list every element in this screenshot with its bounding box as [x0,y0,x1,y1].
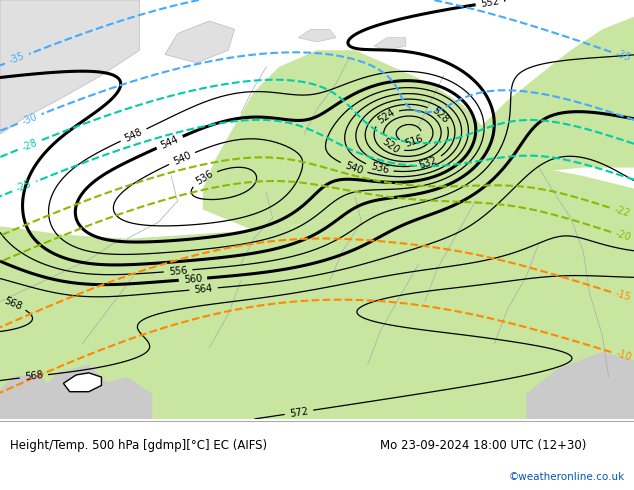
Text: 552: 552 [480,0,500,9]
Text: Height/Temp. 500 hPa [gdmp][°C] EC (AIFS): Height/Temp. 500 hPa [gdmp][°C] EC (AIFS… [10,440,267,452]
Text: -35: -35 [8,51,26,66]
Text: 540: 540 [172,150,193,167]
Polygon shape [526,352,634,419]
Polygon shape [165,21,235,63]
Text: 564: 564 [194,283,213,295]
Text: -28: -28 [20,137,39,152]
Text: 524: 524 [375,107,396,125]
Text: -25: -25 [15,179,34,194]
Polygon shape [0,0,139,134]
Text: 544: 544 [159,134,180,150]
Polygon shape [203,50,583,230]
Text: 532: 532 [418,155,439,171]
Text: 572: 572 [289,406,309,418]
Text: -35: -35 [614,49,633,64]
Polygon shape [89,377,152,419]
Text: 568: 568 [3,295,23,312]
Text: Mo 23-09-2024 18:00 UTC (12+30): Mo 23-09-2024 18:00 UTC (12+30) [380,440,587,452]
Text: 536: 536 [370,161,390,176]
Text: 548: 548 [123,126,144,144]
Text: 560: 560 [183,273,203,285]
Polygon shape [374,38,406,50]
Text: 520: 520 [380,136,401,155]
Polygon shape [38,365,114,419]
Text: ©weatheronline.co.uk: ©weatheronline.co.uk [508,472,624,482]
Text: -30: -30 [20,111,39,126]
Text: 536: 536 [194,169,215,187]
Text: 516: 516 [403,134,424,149]
Polygon shape [63,373,101,392]
Text: 556: 556 [169,265,188,276]
Text: 568: 568 [24,370,44,382]
Text: 528: 528 [430,105,450,125]
Text: -22: -22 [613,204,631,219]
Text: -15: -15 [614,289,633,303]
Polygon shape [298,29,336,42]
Text: -10: -10 [614,349,633,363]
Text: -20: -20 [614,229,633,243]
Polygon shape [0,373,57,419]
Polygon shape [0,168,634,419]
Polygon shape [482,17,634,168]
Text: 540: 540 [344,160,364,176]
